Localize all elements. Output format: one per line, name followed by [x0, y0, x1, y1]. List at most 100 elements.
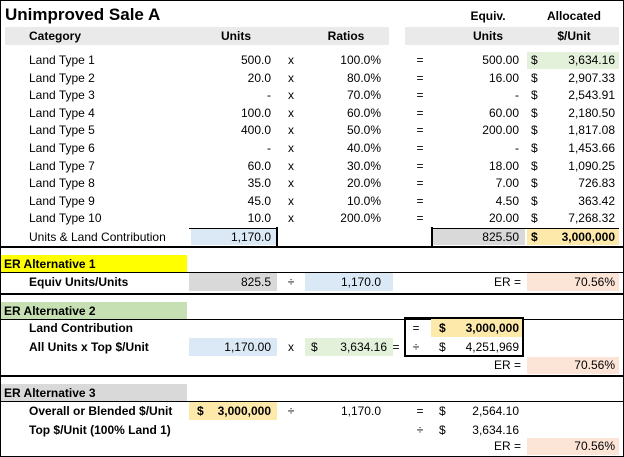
alt1-op: ÷: [287, 275, 295, 289]
header-category: Category: [29, 29, 82, 43]
row-x: x: [288, 141, 294, 155]
row-label: Land Type 5: [29, 123, 95, 138]
alt2-box-currency2: $: [439, 340, 446, 354]
row-x: x: [288, 105, 294, 120]
row-units[interactable]: 100.0: [240, 105, 271, 120]
divider-units-right: [276, 227, 278, 247]
row-x: x: [288, 88, 294, 103]
row-alloc: 1,453.66: [568, 141, 615, 155]
alt2-v1-fill: [189, 338, 277, 356]
total-units[interactable]: 1,170.0: [230, 230, 271, 244]
alt3-v4[interactable]: 3,634.16: [472, 423, 519, 437]
alt1-er[interactable]: 70.56%: [574, 275, 615, 289]
alt2-box-currency1: $: [439, 321, 446, 335]
row-x: x: [288, 70, 294, 85]
row-x: x: [288, 193, 294, 208]
alt3-v2[interactable]: 1,170.0: [340, 404, 381, 418]
row-units[interactable]: -: [267, 88, 271, 103]
header-band-right: [405, 27, 619, 45]
row-ratio[interactable]: 60.0%: [346, 105, 381, 120]
alt2-v1[interactable]: 1,170.00: [224, 340, 271, 354]
section-divider-1: [1, 246, 623, 248]
row-label: Land Type 1: [29, 53, 95, 67]
row-ratio[interactable]: 30.0%: [346, 158, 381, 173]
row-x: x: [288, 176, 294, 191]
sheet-title: Unimproved Sale A: [5, 5, 161, 24]
alt1-er-label: ER =: [493, 275, 521, 289]
header-units: Units: [221, 29, 251, 43]
alt1-v2-fill: [305, 273, 393, 291]
row-ratio[interactable]: 80.0%: [346, 70, 381, 85]
row-cur: $: [531, 158, 538, 173]
alt1-title-fill: [1, 255, 187, 272]
alt3-title-fill: [1, 384, 187, 401]
row-alloc: 2,180.50: [568, 105, 615, 120]
alt2-er[interactable]: 70.56%: [574, 358, 615, 372]
total-alloc[interactable]: 3,000,000: [561, 230, 615, 244]
alt1-v1[interactable]: 825.5: [240, 275, 271, 289]
row-units[interactable]: 60.0: [247, 158, 271, 173]
total-label: Units & Land Contribution: [29, 230, 166, 244]
row-ratio[interactable]: 100.0%: [340, 53, 381, 67]
alt3-div: ÷: [416, 423, 424, 437]
row-units[interactable]: 500.0: [240, 53, 271, 67]
row-alloc: 3,634.16: [568, 53, 615, 67]
row-units[interactable]: 20.0: [247, 70, 271, 85]
row-units[interactable]: 45.0: [247, 193, 271, 208]
alt2-box-v2[interactable]: 4,251,969: [465, 340, 519, 354]
row-ratio[interactable]: 200.0%: [340, 211, 381, 226]
alt1-v2[interactable]: 1,170.0: [340, 275, 381, 289]
total-equiv[interactable]: 825.50: [482, 230, 519, 244]
alt2-title-fill: [1, 302, 187, 319]
alt2-line: [1, 319, 623, 320]
row-ratio[interactable]: 50.0%: [346, 123, 381, 138]
row-equiv: -: [515, 141, 519, 155]
section-divider-2: [1, 293, 623, 295]
alt1-title: ER Alternative 1: [4, 257, 96, 271]
row-eq: =: [416, 193, 424, 208]
alt3-op: ÷: [287, 404, 295, 418]
row-units[interactable]: 35.0: [247, 176, 271, 191]
row-equiv: 16.00: [488, 70, 519, 85]
alt3-eq: =: [416, 404, 424, 418]
row-equiv: 60.00: [488, 105, 519, 120]
header-alloc-bottom: $/Unit: [557, 29, 591, 43]
row-ratio[interactable]: 20.0%: [346, 176, 381, 191]
alt2-box-v1[interactable]: 3,000,000: [465, 321, 519, 335]
row-cur: $: [531, 70, 538, 85]
row-x: x: [288, 211, 294, 226]
row-ratio[interactable]: 10.0%: [346, 193, 381, 208]
alt3-er[interactable]: 70.56%: [574, 439, 615, 453]
alt3-v3[interactable]: 2,564.10: [472, 404, 519, 418]
row-ratio[interactable]: 40.0%: [346, 141, 381, 155]
row-eq: =: [416, 158, 424, 173]
alt2-label2: All Units x Top $/Unit: [29, 340, 149, 354]
alt1-line: [1, 272, 623, 273]
alt3-er-label: ER =: [493, 439, 521, 453]
units-sum-line: [189, 228, 277, 229]
row-units[interactable]: 400.0: [240, 123, 271, 138]
alt3-currency3: $: [439, 423, 446, 437]
alt3-line: [1, 401, 623, 402]
alt2-result-box: [404, 317, 524, 357]
alt3-label2: Top $/Unit (100% Land 1): [29, 423, 171, 437]
row-label: Land Type 6: [29, 141, 95, 155]
row-label: Land Type 9: [29, 193, 95, 208]
row-units[interactable]: 10.0: [247, 211, 271, 226]
row-eq: =: [416, 176, 424, 191]
row-units[interactable]: -: [267, 141, 271, 155]
alt3-v1[interactable]: 3,000,000: [217, 404, 271, 418]
total-equiv-fill: [433, 229, 525, 245]
row-x: x: [288, 123, 294, 138]
row-alloc: 1,817.08: [568, 123, 615, 138]
alt2-v2[interactable]: 3,634.16: [340, 340, 387, 354]
row-cur: $: [531, 176, 538, 191]
row-ratio[interactable]: 70.0%: [346, 88, 381, 103]
row-eq: =: [416, 123, 424, 138]
row-label: Land Type 2: [29, 70, 95, 85]
row-alloc: 7,268.32: [568, 211, 615, 226]
row-label: Land Type 3: [29, 88, 95, 103]
row-equiv: 7.00: [495, 176, 519, 191]
row-alloc: 2,543.91: [568, 88, 615, 103]
alt2-box-v1-fill: [431, 319, 522, 337]
